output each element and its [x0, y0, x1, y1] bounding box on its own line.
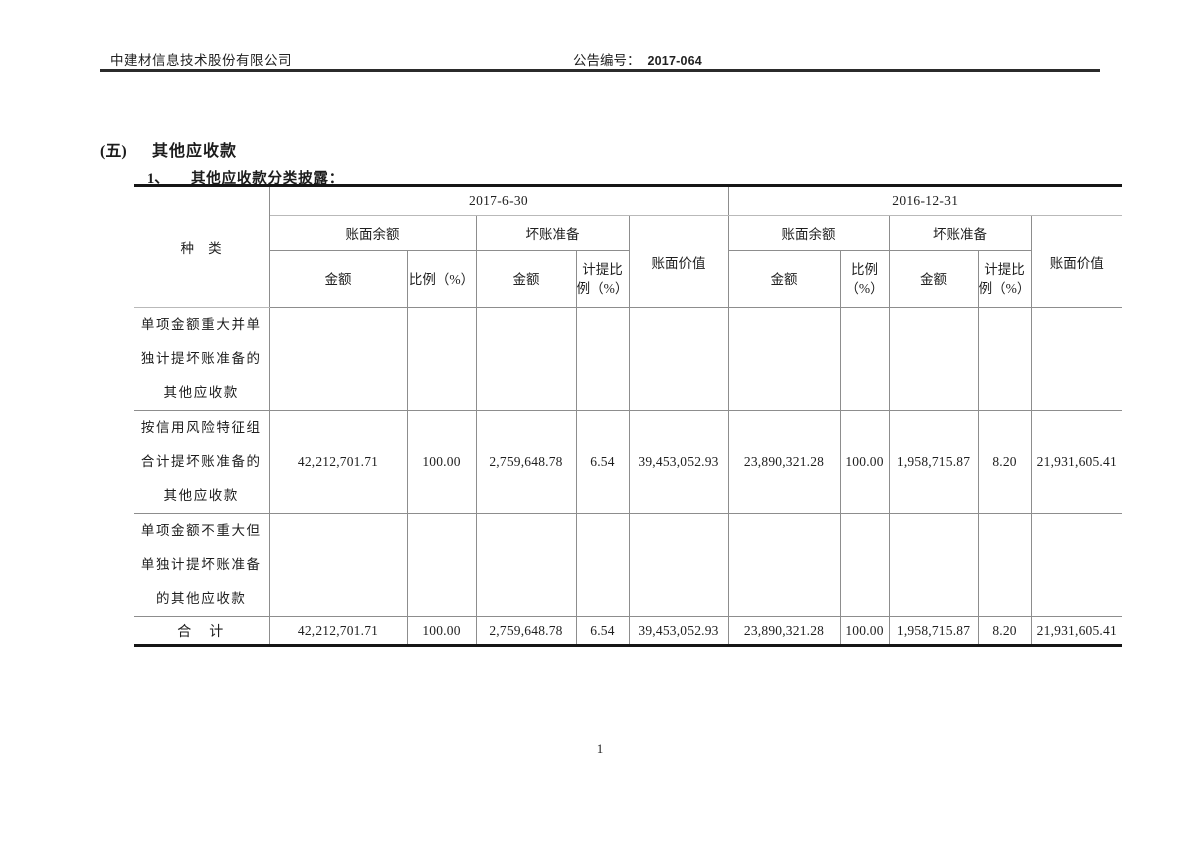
value-cell [1030, 513, 1123, 617]
category-line: 按信用风险特征组 [140, 420, 262, 435]
header-book-balance-2017: 账面余额 [268, 215, 477, 251]
header-period-2017: 2017-6-30 [268, 185, 729, 216]
category-line: 独计提坏账准备的 [140, 351, 262, 366]
value-cell [575, 513, 630, 617]
value-cell [628, 307, 729, 411]
ratio-line1: 比例 [851, 262, 879, 277]
other-receivables-table: 种 类 2017-6-30 2016-12-31 账面余额 坏账准备 账面价值 … [134, 184, 1123, 647]
value-cell [727, 307, 841, 411]
table-row: 按信用风险特征组 合计提坏账准备的 其他应收款 42,212,701.71 10… [134, 410, 1123, 514]
header-bad-debt-2016: 坏账准备 [888, 215, 1032, 251]
value-cell [839, 513, 890, 617]
header-category: 种 类 [134, 185, 270, 308]
total-value-cell: 42,212,701.71 [268, 616, 408, 646]
category-line: 的其他应收款 [155, 591, 247, 606]
header-period-2016: 2016-12-31 [727, 185, 1123, 216]
section-index: (五) [100, 143, 127, 160]
table-row-leaf-headers: 金额 比例（%） 金额 计提比 例（%） 金额 比例 （%） 金额 计提比 例（… [134, 250, 1122, 308]
subsection-title: 其他应收款分类披露： [191, 171, 344, 187]
header-amount-2017-baddebt: 金额 [475, 250, 577, 308]
total-value-cell: 6.54 [575, 616, 630, 646]
notice-number-block: 公告编号： 2017-064 [573, 49, 702, 69]
category-line: 单独计提坏账准备 [140, 557, 262, 572]
provision-ratio-line2: 例（%） [576, 281, 629, 296]
provision-ratio-line1: 计提比 [582, 262, 623, 277]
header-amount-2017-balance: 金额 [268, 250, 408, 308]
header-provision-ratio-2017: 计提比 例（%） [575, 250, 630, 308]
value-cell: 39,453,052.93 [628, 410, 729, 514]
value-cell: 21,931,605.41 [1030, 410, 1123, 514]
table-row: 单项金额不重大但 单独计提坏账准备 的其他应收款 [134, 513, 1123, 617]
value-cell [628, 513, 729, 617]
value-cell [888, 513, 979, 617]
category-line: 单项金额不重大但 [140, 523, 262, 538]
value-cell: 1,958,715.87 [888, 410, 979, 514]
total-value-cell: 100.00 [406, 616, 477, 646]
table-row-groups: 账面余额 坏账准备 账面价值 账面余额 坏账准备 账面价值 [134, 215, 1123, 308]
provision-ratio-line1: 计提比 [984, 262, 1025, 277]
category-cell: 单项金额不重大但 单独计提坏账准备 的其他应收款 [134, 513, 270, 617]
header-provision-ratio-2016: 计提比 例（%） [977, 250, 1032, 308]
table-row: 单项金额重大并单 独计提坏账准备的 其他应收款 [134, 307, 1123, 411]
header-book-value-2017: 账面价值 [628, 215, 729, 308]
value-cell [977, 307, 1032, 411]
total-value-cell: 2,759,648.78 [475, 616, 577, 646]
total-value-cell: 8.20 [977, 616, 1032, 646]
category-line: 其他应收款 [163, 385, 239, 400]
category-line: 其他应收款 [163, 488, 239, 503]
header-rule [100, 69, 1100, 72]
table-row-total: 合 计 42,212,701.71 100.00 2,759,648.78 6.… [134, 616, 1123, 646]
page-number: 1 [596, 741, 604, 756]
value-cell [406, 307, 477, 411]
value-cell: 2,759,648.78 [475, 410, 577, 514]
ratio-line2: （%） [845, 281, 884, 296]
notice-label: 公告编号： [573, 53, 641, 68]
header-book-balance-2016: 账面余额 [727, 215, 890, 251]
notice-number: 2017-064 [647, 54, 702, 68]
value-cell [839, 307, 890, 411]
total-value-cell: 100.00 [839, 616, 890, 646]
value-cell: 23,890,321.28 [727, 410, 841, 514]
subsection-index: 1、 [147, 171, 169, 187]
disclosure-table-wrapper: 种 类 2017-6-30 2016-12-31 账面余额 坏账准备 账面价值 … [134, 184, 1123, 647]
section-title: 其他应收款 [152, 143, 238, 160]
value-cell [888, 307, 979, 411]
category-cell: 单项金额重大并单 独计提坏账准备的 其他应收款 [134, 307, 270, 411]
header-ratio-2017: 比例（%） [406, 250, 477, 308]
total-value-cell: 1,958,715.87 [888, 616, 979, 646]
table-row-periods: 种 类 2017-6-30 2016-12-31 [134, 185, 1123, 308]
value-cell: 6.54 [575, 410, 630, 514]
total-label: 合 计 [134, 616, 270, 646]
value-cell [727, 513, 841, 617]
total-value-cell: 39,453,052.93 [628, 616, 729, 646]
value-cell [1030, 307, 1123, 411]
value-cell [475, 307, 577, 411]
value-cell [575, 307, 630, 411]
header-amount-2016-baddebt: 金额 [888, 250, 979, 308]
header-ratio-2016: 比例 （%） [839, 250, 890, 308]
total-value-cell: 23,890,321.28 [727, 616, 841, 646]
header-book-value-2016: 账面价值 [1030, 215, 1123, 308]
header-amount-2016-balance: 金额 [727, 250, 841, 308]
provision-ratio-line2: 例（%） [978, 281, 1031, 296]
category-cell: 按信用风险特征组 合计提坏账准备的 其他应收款 [134, 410, 270, 514]
header-bad-debt-2017: 坏账准备 [475, 215, 630, 251]
value-cell [977, 513, 1032, 617]
value-cell [475, 513, 577, 617]
value-cell: 100.00 [406, 410, 477, 514]
value-cell [406, 513, 477, 617]
value-cell: 100.00 [839, 410, 890, 514]
category-line: 单项金额重大并单 [140, 317, 262, 332]
value-cell: 42,212,701.71 [268, 410, 408, 514]
value-cell: 8.20 [977, 410, 1032, 514]
total-value-cell: 21,931,605.41 [1030, 616, 1123, 646]
company-name: 中建材信息技术股份有限公司 [110, 53, 292, 68]
category-line: 合计提坏账准备的 [140, 454, 262, 469]
value-cell [268, 307, 408, 411]
value-cell [268, 513, 408, 617]
